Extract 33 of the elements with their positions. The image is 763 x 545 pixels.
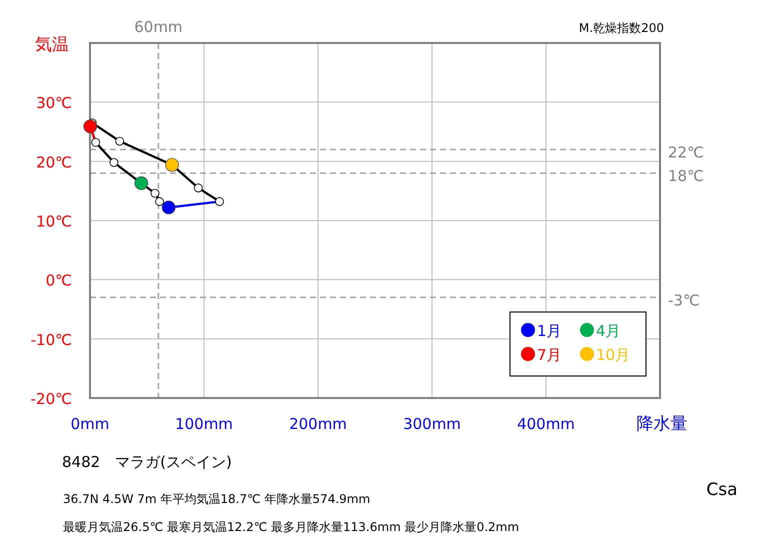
x-axis-title: 降水量 <box>636 414 688 434</box>
y-tick-label: 10℃ <box>36 212 72 230</box>
text: 最暖月気温26.5℃ 最寒月気温12.2℃ 最多月降水量113.6mm 最少月降水量0.2mm <box>63 520 520 534</box>
y-axis-title: 気温 <box>35 35 69 55</box>
x-tick-label: 400mm <box>517 415 575 433</box>
x-tick-label: 100mm <box>175 415 233 433</box>
x-tick-label: 300mm <box>403 415 461 433</box>
ref-line-label: -3℃ <box>668 291 700 310</box>
point <box>150 188 160 198</box>
text: Csa <box>706 480 738 500</box>
legend-label: 10月 <box>596 346 630 364</box>
legend-label: 7月 <box>537 346 562 364</box>
point <box>215 197 224 206</box>
text: 8482 マラガ(スペイン) <box>62 453 232 471</box>
ref-line-label: 60mm <box>134 18 183 36</box>
y-tick-label: 20℃ <box>36 153 72 172</box>
legend-label: 1月 <box>537 322 562 340</box>
text: 36.7N 4.5W 7m 年平均気温18.7℃ 年降水量574.9mm <box>63 492 370 506</box>
point <box>194 184 203 192</box>
x-tick-label: 200mm <box>289 415 347 433</box>
point <box>115 136 124 146</box>
ref-line-label: 18℃ <box>668 167 704 186</box>
y-tick-label: -20℃ <box>30 390 72 408</box>
legend-label: 4月 <box>596 322 621 340</box>
text: M.乾燥指数200 <box>578 21 664 35</box>
point <box>155 197 164 206</box>
point <box>91 138 100 147</box>
x-tick-label: 0mm <box>70 415 110 433</box>
point <box>110 158 118 167</box>
y-tick-label: -10℃ <box>30 330 72 349</box>
y-tick-label: 0℃ <box>46 272 72 290</box>
y-tick-label: 30℃ <box>36 94 72 112</box>
ref-line-label: 22℃ <box>668 144 704 162</box>
